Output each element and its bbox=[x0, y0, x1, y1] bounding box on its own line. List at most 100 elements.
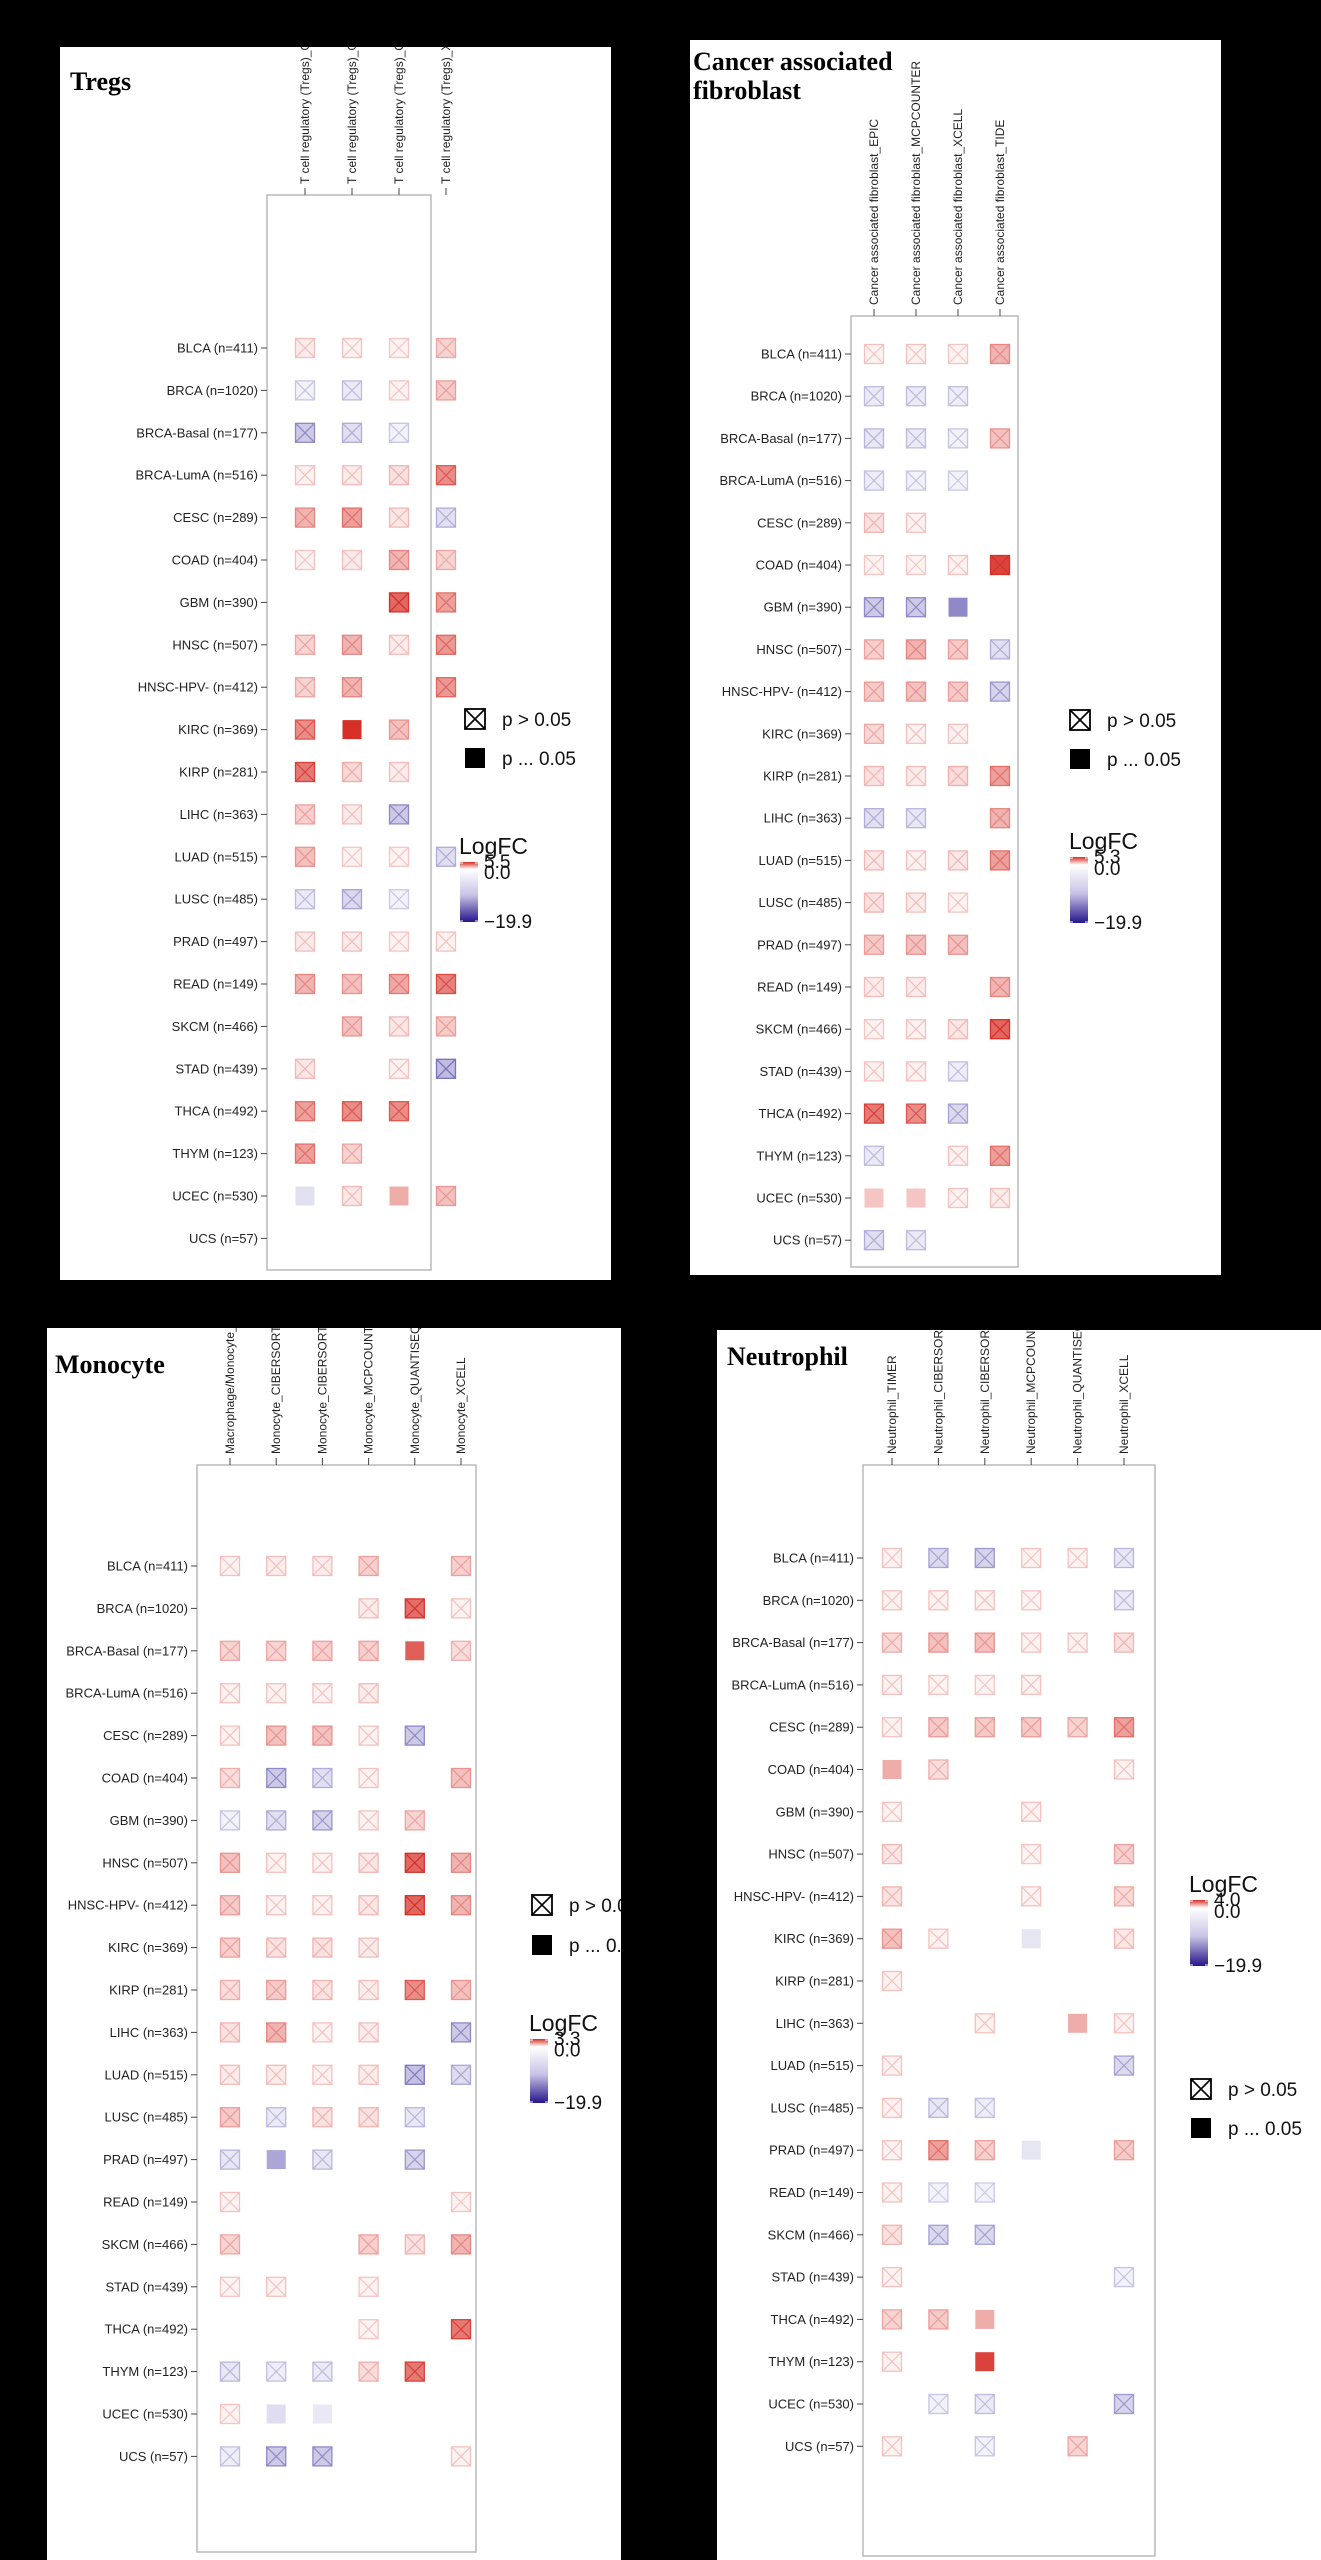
heatmap-cell bbox=[294, 804, 316, 825]
cell-cross bbox=[389, 1101, 409, 1122]
cell-cross bbox=[948, 1188, 968, 1208]
row-label: HNSC (n=507) bbox=[102, 1855, 188, 1870]
heatmap-cell bbox=[341, 507, 363, 528]
heatmap-cell bbox=[219, 2022, 241, 2043]
heatmap-cell bbox=[1113, 1632, 1135, 1653]
cell-cross bbox=[974, 1548, 995, 1568]
cell-cross bbox=[882, 2224, 902, 2245]
colorbar-zero-label: 0.0 bbox=[484, 863, 510, 884]
row-label: THYM (n=123) bbox=[756, 1148, 842, 1163]
heatmap-cell bbox=[450, 1555, 472, 1577]
row-label: KIRP (n=281) bbox=[179, 765, 258, 780]
heatmap-cell bbox=[1021, 1843, 1042, 1865]
heatmap-cell bbox=[294, 1058, 316, 1079]
heatmap-cell bbox=[863, 976, 885, 998]
cell-cross bbox=[295, 380, 315, 401]
cell-cross bbox=[358, 1810, 379, 1831]
cell-cross bbox=[451, 2234, 471, 2255]
heatmap-cell bbox=[881, 1590, 903, 1611]
cell-cross bbox=[1067, 1632, 1088, 1653]
heatmap-cell bbox=[312, 2446, 333, 2467]
heatmap-cell bbox=[905, 639, 927, 660]
heatmap-cell bbox=[905, 1061, 927, 1082]
column-label: Macrophage/Monocyte_MCPCOUNTER bbox=[223, 1328, 237, 1454]
heatmap-cell bbox=[388, 422, 410, 443]
heatmap-cell bbox=[450, 2064, 472, 2085]
significant-cell bbox=[295, 1186, 315, 1206]
cell-cross bbox=[295, 677, 315, 698]
heatmap-cell bbox=[341, 465, 363, 486]
heatmap-cell bbox=[341, 549, 363, 571]
significant-cell bbox=[882, 1760, 902, 1779]
legend-cross bbox=[464, 708, 486, 730]
cell-cross bbox=[990, 1145, 1010, 1166]
cell-cross bbox=[389, 974, 409, 994]
heatmap-cell bbox=[219, 2149, 241, 2170]
row-label: LIHC (n=363) bbox=[776, 2016, 854, 2031]
row-label: UCEC (n=530) bbox=[756, 1191, 842, 1206]
panel-title: Neutrophil bbox=[727, 1342, 848, 1371]
heatmap-cell bbox=[947, 343, 969, 365]
cell-cross bbox=[948, 766, 968, 786]
heatmap-cell bbox=[947, 765, 969, 787]
heatmap-cell bbox=[450, 1979, 472, 2001]
cell-cross bbox=[1021, 1632, 1042, 1653]
row-label: BRCA (n=1020) bbox=[763, 1593, 854, 1608]
heatmap-cell bbox=[266, 1979, 287, 2001]
cell-cross bbox=[906, 892, 926, 913]
row-label: READ (n=149) bbox=[757, 980, 842, 995]
neutrophil-heatmap: Neutrophil Neutrophil_TIMER Neutrophil_CIB… bbox=[727, 1330, 1302, 2557]
heatmap-cell bbox=[435, 1058, 457, 1079]
cell-cross bbox=[451, 1556, 471, 1576]
heatmap-cell bbox=[358, 1683, 379, 1704]
column-label: Neutrophil_XCELL bbox=[1117, 1354, 1131, 1454]
cell-cross bbox=[451, 1768, 471, 1788]
heatmap-cell bbox=[947, 934, 969, 955]
cell-cross bbox=[1114, 1632, 1134, 1653]
heatmap-cell bbox=[358, 2064, 379, 2085]
cell-cross bbox=[906, 977, 926, 997]
cell-cross bbox=[220, 1556, 240, 1576]
cell-cross bbox=[342, 380, 362, 401]
legend-cross-symbol bbox=[1190, 2078, 1212, 2100]
cell-cross bbox=[389, 422, 409, 443]
heatmap-cell bbox=[947, 892, 969, 913]
row-label: BRCA-Basal (n=177) bbox=[136, 425, 258, 440]
heatmap-cell bbox=[219, 2276, 241, 2297]
cell-cross bbox=[266, 1980, 287, 2000]
cell-cross bbox=[358, 2022, 379, 2043]
cell-cross bbox=[295, 422, 315, 443]
cell-cross bbox=[1114, 1759, 1134, 1780]
cell-cross bbox=[906, 386, 926, 407]
heatmap-cell bbox=[266, 1810, 287, 1831]
heatmap-cell bbox=[450, 2191, 472, 2213]
cell-cross bbox=[389, 931, 409, 952]
cell-cross bbox=[404, 2107, 425, 2128]
cell-cross bbox=[948, 470, 968, 491]
heatmap-cell bbox=[358, 1937, 379, 1958]
heatmap-cell bbox=[435, 549, 457, 571]
column-label: Cancer associated fibroblast_TIDE bbox=[993, 120, 1007, 305]
heatmap-cell bbox=[266, 1555, 287, 1577]
heatmap-cell bbox=[266, 1937, 287, 1958]
heatmap-cell bbox=[1067, 1632, 1088, 1653]
cell-cross bbox=[295, 634, 315, 655]
row-label: HNSC-HPV- (n=412) bbox=[734, 1889, 854, 1904]
heatmap-cell bbox=[947, 1061, 969, 1082]
cell-cross bbox=[990, 428, 1010, 449]
cell-cross bbox=[312, 1810, 333, 1831]
colorbar bbox=[1190, 1900, 1208, 1966]
heatmap-cell bbox=[1113, 1717, 1135, 1738]
cell-cross bbox=[882, 2267, 902, 2288]
cell-cross bbox=[295, 889, 315, 910]
cell-cross bbox=[404, 2149, 425, 2170]
cell-cross bbox=[295, 507, 315, 528]
heatmap-cell bbox=[881, 2436, 903, 2457]
panel-title: Tregs bbox=[70, 67, 131, 96]
cell-cross bbox=[220, 1895, 240, 1916]
cell-cross bbox=[436, 974, 456, 994]
heatmap-cell bbox=[947, 1187, 969, 1209]
cell-cross bbox=[990, 808, 1010, 829]
cell-cross bbox=[220, 1980, 240, 2000]
heatmap-cell bbox=[1021, 1590, 1042, 1611]
